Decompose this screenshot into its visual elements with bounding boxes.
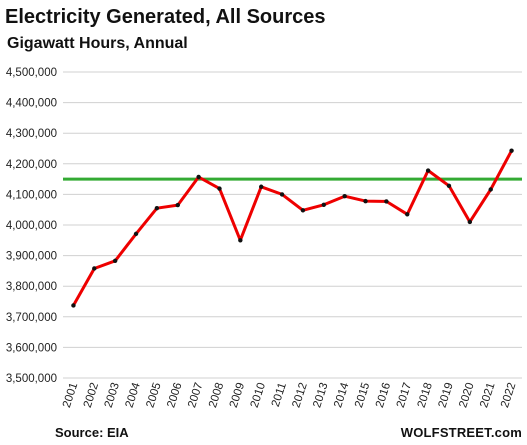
y-tick-label: 3,600,000 bbox=[6, 342, 57, 354]
data-point bbox=[342, 194, 347, 199]
y-tick-label: 4,400,000 bbox=[6, 98, 57, 110]
x-tick-label: 2013 bbox=[311, 381, 330, 409]
x-tick-label: 2022 bbox=[499, 381, 518, 409]
data-point bbox=[488, 187, 493, 192]
data-point bbox=[71, 303, 76, 308]
x-tick-label: 2005 bbox=[144, 381, 163, 409]
y-tick-label: 4,200,000 bbox=[6, 159, 57, 171]
y-tick-label: 3,700,000 bbox=[6, 312, 57, 324]
data-point bbox=[425, 168, 431, 173]
data-point bbox=[217, 186, 222, 191]
x-tick-label: 2010 bbox=[249, 381, 268, 409]
data-point bbox=[196, 174, 201, 180]
x-tick-label: 2015 bbox=[353, 381, 372, 409]
x-tick-label: 2002 bbox=[82, 381, 101, 409]
data-point bbox=[259, 184, 264, 189]
data-point bbox=[405, 212, 410, 217]
x-tick-label: 2019 bbox=[437, 381, 456, 409]
x-tick-label: 2011 bbox=[270, 381, 289, 408]
data-point bbox=[238, 238, 243, 243]
x-tick-label: 2008 bbox=[207, 381, 226, 409]
y-tick-label: 4,300,000 bbox=[6, 128, 57, 140]
data-point bbox=[321, 202, 326, 208]
x-tick-label: 2021 bbox=[478, 381, 497, 409]
data-point bbox=[154, 205, 160, 211]
data-point bbox=[300, 208, 306, 213]
gridlines bbox=[63, 71, 522, 379]
chart-subtitle: Gigawatt Hours, Annual bbox=[7, 35, 188, 52]
series-layer bbox=[71, 148, 514, 308]
y-tick-label: 3,800,000 bbox=[6, 281, 57, 293]
data-point bbox=[133, 231, 139, 237]
x-axis-ticks: 2001 2002 2003 2004 2005 2006 2007 2008 2009 2010… bbox=[61, 381, 518, 410]
x-tick-label: 2014 bbox=[332, 381, 352, 410]
y-tick-label: 4,100,000 bbox=[6, 189, 57, 201]
x-tick-label: 2001 bbox=[61, 381, 80, 409]
y-axis-ticks: 3,500,000 3,600,000 3,700,000 3,800,000 3,90… bbox=[6, 67, 57, 385]
y-tick-label: 4,500,000 bbox=[6, 67, 57, 79]
x-tick-label: 2003 bbox=[103, 381, 122, 409]
x-tick-label: 2009 bbox=[228, 381, 247, 409]
series-line bbox=[71, 149, 514, 307]
y-tick-label: 3,900,000 bbox=[6, 251, 57, 263]
x-tick-label: 2020 bbox=[457, 381, 476, 409]
chart-title: Electricity Generated, All Sources bbox=[5, 6, 326, 28]
x-tick-label: 2007 bbox=[186, 381, 205, 409]
data-point bbox=[509, 148, 514, 153]
data-point bbox=[384, 199, 389, 204]
data-point bbox=[467, 219, 473, 225]
data-point bbox=[446, 183, 452, 189]
x-tick-label: 2004 bbox=[124, 381, 144, 410]
y-tick-label: 3,500,000 bbox=[6, 373, 57, 385]
data-point bbox=[363, 198, 368, 204]
x-tick-label: 2016 bbox=[374, 381, 393, 409]
x-tick-label: 2018 bbox=[416, 381, 435, 409]
data-point bbox=[112, 258, 118, 264]
y-tick-label: 4,000,000 bbox=[6, 220, 57, 232]
data-point bbox=[92, 266, 97, 271]
data-point bbox=[175, 202, 180, 208]
brand-watermark: WOLFSTREET.com bbox=[400, 425, 522, 440]
x-tick-label: 2017 bbox=[395, 381, 414, 409]
source-note: Source: EIA bbox=[55, 425, 129, 440]
x-tick-label: 2012 bbox=[290, 381, 309, 409]
data-point bbox=[279, 192, 285, 197]
x-tick-label: 2006 bbox=[165, 381, 184, 409]
